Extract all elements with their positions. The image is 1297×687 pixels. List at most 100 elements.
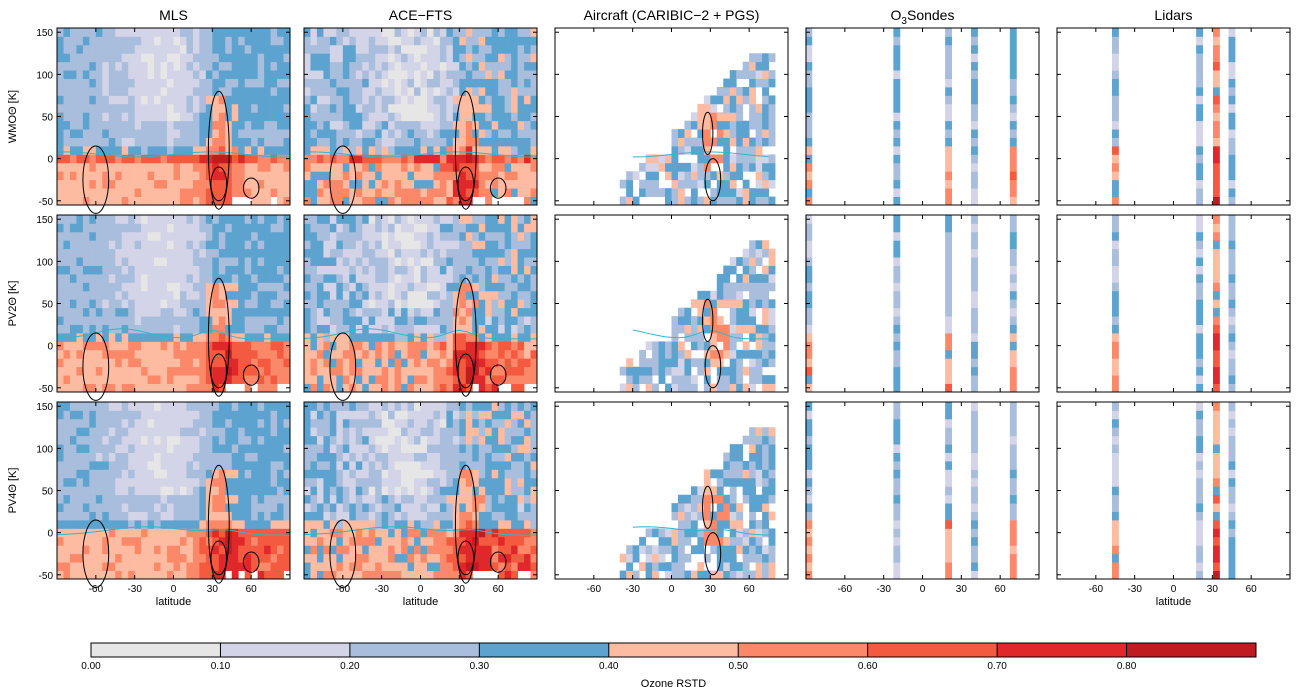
station-cell [1112, 112, 1119, 122]
heat-cell [69, 307, 77, 317]
heat-cell [277, 418, 284, 428]
heat-cell [394, 349, 402, 359]
heat-cell [179, 61, 187, 71]
heat-cell [199, 188, 207, 197]
heat-cell [310, 231, 318, 241]
heat-cell [336, 383, 344, 393]
heat-cell [89, 366, 97, 376]
heat-cell [102, 536, 110, 546]
heat-cell [729, 324, 737, 334]
heat-cell [121, 70, 129, 79]
heat-cell [76, 341, 84, 351]
heat-cell [199, 528, 207, 538]
heat-cell [323, 316, 331, 325]
station-cell [1212, 383, 1220, 393]
heat-cell [342, 171, 350, 181]
heat-cell [277, 223, 284, 233]
heat-cell [316, 307, 324, 317]
heat-cell [420, 171, 428, 181]
heat-cell [173, 290, 181, 300]
heat-cell [342, 383, 350, 393]
heat-cell [684, 146, 692, 155]
heat-cell [478, 223, 486, 233]
heat-cell [452, 154, 460, 164]
heat-cell [530, 36, 538, 46]
heat-cell [459, 299, 467, 309]
station-cell [1228, 28, 1236, 37]
heat-cell [102, 307, 110, 317]
heat-cell [485, 349, 493, 359]
heat-cell [63, 427, 71, 437]
heat-cell [141, 44, 149, 54]
heat-cell [504, 171, 512, 181]
heat-cell [491, 274, 499, 283]
heat-cell [199, 120, 207, 130]
heat-cell [205, 477, 213, 487]
heat-cell [277, 511, 284, 521]
heat-cell [238, 461, 246, 470]
heat-cell [199, 383, 207, 393]
heat-cell [426, 78, 434, 88]
heat-cell [349, 248, 357, 258]
heat-cell [414, 349, 421, 359]
heat-cell [199, 103, 207, 113]
heat-cell [368, 70, 376, 79]
heat-cell [154, 570, 161, 580]
heat-cell [147, 215, 155, 224]
heat-cell [336, 70, 344, 79]
heat-cell [257, 562, 265, 571]
station-cell [893, 223, 901, 233]
station-cell [1212, 299, 1220, 309]
heat-cell [89, 553, 97, 563]
heat-cell [710, 316, 718, 325]
heat-cell [57, 188, 64, 197]
heat-cell [238, 307, 246, 317]
heat-cell [362, 307, 370, 317]
contour-line [210, 353, 228, 389]
heat-cell [336, 461, 344, 470]
heat-cell [134, 520, 142, 529]
heat-cell [530, 223, 538, 233]
heat-cell [342, 95, 350, 105]
heat-cell [517, 231, 525, 241]
heat-cell [108, 570, 116, 580]
heat-cell [212, 103, 220, 113]
heat-cell [89, 179, 97, 189]
heat-cell [238, 215, 246, 224]
heat-cell [238, 477, 246, 487]
heat-cell [342, 349, 350, 359]
heat-cell [121, 349, 129, 359]
heat-cell [167, 154, 174, 164]
heat-cell [762, 324, 769, 334]
heat-cell [485, 307, 493, 317]
heat-cell [304, 265, 311, 275]
heat-cell [102, 78, 110, 88]
heat-cell [407, 188, 415, 197]
heat-cell [394, 95, 402, 105]
heat-cell [251, 545, 259, 555]
heat-cell [102, 162, 110, 172]
heat-cell [316, 28, 324, 37]
heat-cell [439, 137, 447, 147]
heat-cell [368, 307, 376, 317]
heat-cell [388, 137, 396, 147]
heat-cell [762, 307, 769, 317]
heat-cell [173, 435, 181, 445]
heat-cell [76, 486, 84, 496]
heat-cell [212, 402, 220, 411]
heat-cell [205, 112, 213, 122]
heat-cell [414, 375, 421, 384]
heat-cell [160, 435, 168, 445]
station-cell [1112, 87, 1119, 96]
heat-cell [329, 452, 337, 462]
contour-line [489, 364, 507, 386]
heat-cell [729, 162, 737, 172]
heat-cell [530, 171, 538, 181]
heat-cell [420, 137, 428, 147]
contour-line [207, 90, 230, 210]
heat-cell [388, 78, 396, 88]
heat-cell [238, 112, 246, 122]
heat-cell [212, 44, 220, 54]
station-cell [971, 316, 978, 325]
heat-cell [755, 78, 763, 88]
